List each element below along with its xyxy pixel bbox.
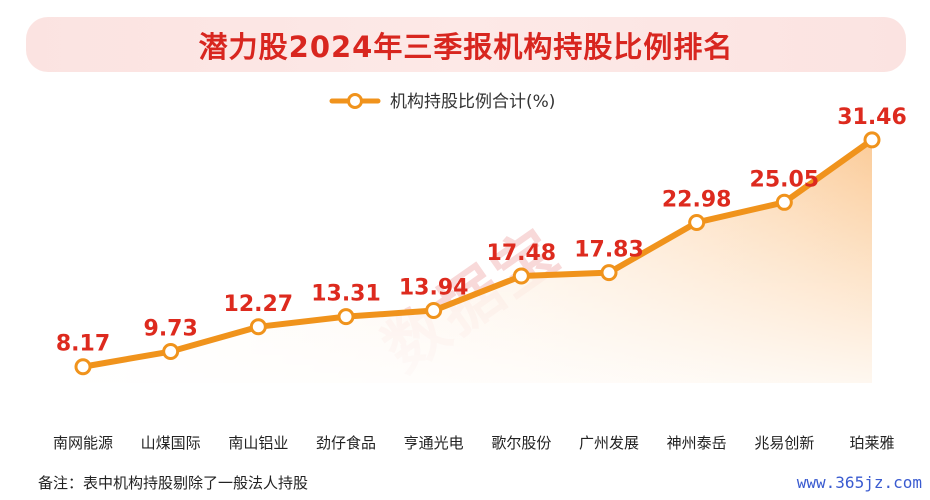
data-label: 13.31 <box>311 282 381 307</box>
data-point <box>600 264 618 282</box>
data-label: 22.98 <box>662 187 732 212</box>
data-point <box>162 343 180 361</box>
site-url: www.365jz.com <box>796 473 922 492</box>
category-label: 珀莱雅 <box>849 434 894 452</box>
category-label: 兆易创新 <box>754 434 814 452</box>
data-label: 13.94 <box>399 276 469 301</box>
data-label: 25.05 <box>750 167 820 192</box>
data-label: 9.73 <box>144 317 198 342</box>
data-point <box>512 267 530 285</box>
category-label: 劲仔食品 <box>316 434 376 452</box>
series-area-fade <box>83 139 872 383</box>
data-label: 12.27 <box>224 292 294 317</box>
data-label: 17.48 <box>487 241 557 266</box>
series-line <box>80 136 875 370</box>
data-point <box>74 358 92 376</box>
legend-marker <box>347 93 363 109</box>
category-label: 南网能源 <box>53 434 113 452</box>
title-banner: 潜力股2024年三季报机构持股比例排名 <box>26 17 906 72</box>
data-point <box>425 302 443 320</box>
data-point <box>863 131 881 149</box>
data-label: 8.17 <box>56 332 110 357</box>
data-label: 31.46 <box>837 105 907 130</box>
data-point <box>775 193 793 211</box>
category-label: 亨通光电 <box>404 434 464 452</box>
data-point <box>688 213 706 231</box>
category-label: 神州泰岳 <box>667 434 727 452</box>
category-label: 山煤国际 <box>141 434 201 452</box>
category-label: 南山铝业 <box>228 434 288 452</box>
footnote: 备注：表中机构持股剔除了一般法人持股 <box>38 474 309 492</box>
category-label: 广州发展 <box>579 434 639 452</box>
data-point <box>337 308 355 326</box>
data-point <box>249 318 267 336</box>
chart-title: 潜力股2024年三季报机构持股比例排名 <box>198 29 734 64</box>
legend-label: 机构持股比例合计(%) <box>390 92 555 112</box>
data-label: 17.83 <box>574 238 644 263</box>
category-label: 歌尔股份 <box>491 434 551 452</box>
